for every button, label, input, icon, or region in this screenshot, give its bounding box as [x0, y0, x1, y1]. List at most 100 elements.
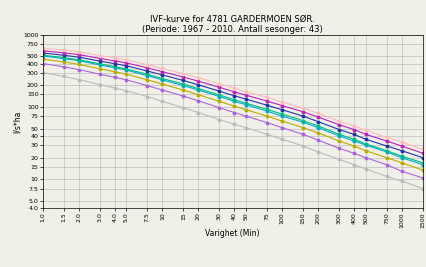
50	[196, 83, 201, 87]
2	[419, 187, 424, 190]
10	[181, 88, 186, 92]
Y-axis label: l/s*ha: l/s*ha	[13, 110, 22, 133]
100	[97, 57, 102, 60]
2	[216, 118, 222, 121]
10	[124, 73, 129, 76]
10	[264, 115, 269, 118]
50	[315, 120, 320, 123]
2	[315, 150, 320, 154]
10	[243, 108, 248, 111]
2	[243, 126, 248, 129]
100	[300, 110, 305, 113]
5	[336, 147, 341, 150]
200	[216, 82, 222, 85]
2	[61, 75, 66, 78]
10	[362, 149, 367, 152]
25	[181, 83, 186, 86]
5	[300, 133, 305, 136]
200	[97, 54, 102, 57]
2	[112, 87, 117, 90]
25	[383, 149, 389, 152]
20	[315, 126, 320, 129]
200	[124, 58, 129, 61]
100	[196, 80, 201, 83]
5	[216, 106, 222, 109]
20	[231, 100, 236, 103]
50	[181, 79, 186, 82]
Line: 10: 10	[41, 58, 423, 171]
2	[362, 167, 367, 171]
10	[144, 78, 150, 81]
25	[351, 138, 356, 141]
50	[144, 69, 150, 73]
50	[419, 156, 424, 159]
10	[383, 156, 389, 159]
10	[336, 139, 341, 143]
5	[279, 126, 284, 129]
200	[264, 96, 269, 99]
50	[243, 97, 248, 101]
50	[300, 115, 305, 118]
25	[97, 62, 102, 65]
50	[231, 94, 236, 97]
200	[196, 76, 201, 79]
5	[97, 73, 102, 76]
20	[124, 69, 129, 72]
5	[315, 139, 320, 142]
100	[61, 51, 66, 54]
10	[419, 168, 424, 172]
25	[216, 93, 222, 97]
5	[362, 156, 367, 159]
2	[264, 133, 269, 136]
200	[300, 107, 305, 110]
20	[40, 54, 45, 57]
20	[181, 84, 186, 87]
100	[419, 152, 424, 155]
25	[112, 65, 117, 68]
100	[112, 59, 117, 62]
2	[300, 144, 305, 148]
25	[398, 155, 403, 158]
200	[362, 128, 367, 132]
50	[362, 138, 367, 141]
2	[97, 83, 102, 86]
20	[216, 95, 222, 98]
50	[398, 149, 403, 152]
50	[40, 51, 45, 54]
X-axis label: Varighet (Min): Varighet (Min)	[205, 229, 259, 238]
100	[243, 94, 248, 97]
20	[76, 59, 81, 62]
50	[351, 133, 356, 136]
25	[144, 73, 150, 76]
2	[351, 163, 356, 166]
5	[398, 170, 403, 173]
50	[97, 60, 102, 63]
Line: 2: 2	[41, 71, 423, 190]
100	[264, 100, 269, 103]
10	[398, 161, 403, 164]
Line: 50: 50	[41, 52, 423, 159]
Line: 20: 20	[41, 55, 423, 166]
2	[181, 106, 186, 109]
20	[336, 134, 341, 138]
200	[279, 100, 284, 104]
25	[362, 142, 367, 146]
20	[398, 156, 403, 159]
25	[243, 102, 248, 105]
20	[159, 78, 164, 81]
10	[76, 63, 81, 66]
10	[97, 67, 102, 70]
200	[315, 112, 320, 115]
100	[159, 70, 164, 73]
25	[300, 119, 305, 122]
100	[144, 66, 150, 69]
20	[97, 63, 102, 66]
2	[279, 138, 284, 141]
50	[159, 73, 164, 77]
200	[76, 50, 81, 53]
200	[243, 90, 248, 93]
200	[181, 72, 186, 75]
Line: 200: 200	[41, 47, 423, 151]
200	[398, 140, 403, 144]
5	[383, 163, 389, 166]
